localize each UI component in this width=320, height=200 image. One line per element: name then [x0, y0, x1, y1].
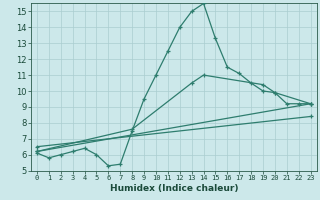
X-axis label: Humidex (Indice chaleur): Humidex (Indice chaleur)	[109, 184, 238, 193]
